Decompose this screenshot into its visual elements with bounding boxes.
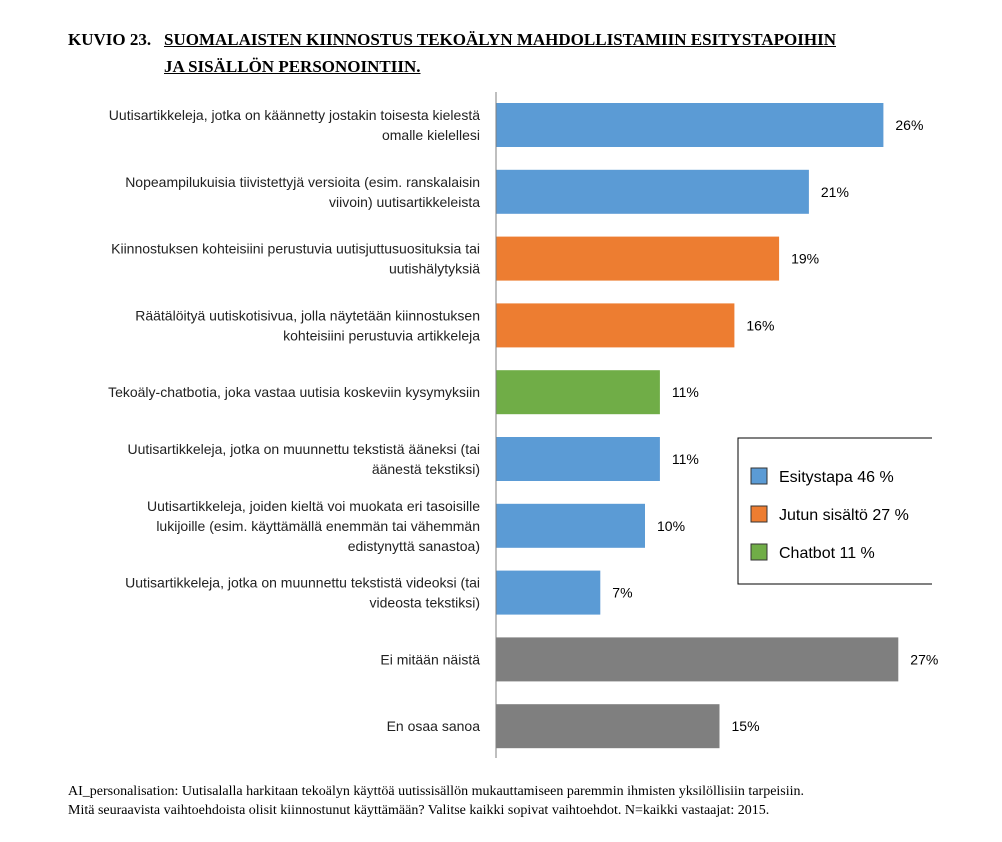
- value-label-5: 11%: [672, 384, 699, 400]
- legend-label-2: Jutun sisältö 27 %: [779, 507, 909, 524]
- value-label-9: 27%: [910, 651, 938, 667]
- figure-number: KUVIO 23.: [68, 30, 152, 49]
- bar-1: [496, 103, 884, 147]
- category-label-7-line-1: Uutisartikkeleja, joiden kieltä voi muok…: [147, 498, 480, 514]
- category-label-1-line-1: Uutisartikkeleja, jotka on käännetty jos…: [109, 107, 480, 123]
- bar-7: [496, 503, 645, 548]
- category-label-7-line-3: edistynyttä sanastoa): [348, 538, 480, 554]
- category-label-8-line-2: videosta tekstiksi): [370, 595, 480, 611]
- category-label-2-line-2: viivoin) uutisartikkeleista: [329, 194, 480, 210]
- category-label-6-line-1: Uutisartikkeleja, jotka on muunnettu tek…: [127, 441, 480, 457]
- bar-4: [496, 303, 735, 348]
- legend-swatch-1: [750, 467, 768, 485]
- footnote-line-1: AI_personalisation: Uutisalalla harkitaa…: [68, 784, 805, 799]
- value-label-8: 7%: [612, 585, 632, 601]
- category-label-10-line-1: En osaa sanoa: [387, 718, 481, 734]
- bar-5: [496, 370, 660, 415]
- category-label-9-line-1: Ei mitään näistä: [380, 651, 480, 667]
- category-label-6-line-2: äänestä tekstiksi): [372, 461, 480, 477]
- figure-title-line-2: JA SISÄLLÖN PERSONOINTIIN.: [164, 57, 421, 76]
- category-label-4-line-1: Räätälöityä uutiskotisivua, jolla näytet…: [135, 307, 480, 323]
- category-label-5-line-1: Tekoäly-chatbotia, joka vastaa uutisia k…: [108, 384, 480, 400]
- legend-label-1: Esitystapa 46 %: [779, 469, 894, 486]
- legend-label-3: Chatbot 11 %: [779, 545, 875, 562]
- category-label-3-line-2: uutishälytyksiä: [389, 261, 480, 277]
- value-label-4: 16%: [746, 317, 774, 333]
- value-label-3: 19%: [791, 251, 819, 267]
- bar-8: [496, 570, 601, 615]
- legend-swatch-2: [750, 505, 768, 523]
- value-label-10: 15%: [732, 718, 760, 734]
- category-label-1-line-2: omalle kielellesi: [382, 127, 480, 143]
- bar-3: [496, 236, 780, 281]
- category-label-2-line-1: Nopeampilukuisia tiivistettyjä versioita…: [125, 174, 480, 190]
- bar-9: [496, 637, 899, 682]
- bar-10: [496, 704, 720, 749]
- category-label-3-line-1: Kiinnostuksen kohteisiini perustuvia uut…: [111, 241, 480, 257]
- legend-swatch-3: [750, 543, 768, 561]
- category-label-7-line-2: lukijoille (esim. käyttämällä enemmän ta…: [156, 518, 480, 534]
- value-label-2: 21%: [821, 184, 849, 200]
- category-label-4-line-2: kohteisiini perustuvia artikkeleja: [283, 327, 480, 343]
- value-label-1: 26%: [895, 117, 923, 133]
- bar-6: [496, 437, 660, 481]
- value-label-6: 11%: [672, 451, 699, 467]
- category-label-8-line-1: Uutisartikkeleja, jotka on muunnettu tek…: [125, 575, 480, 591]
- legend-box: [737, 437, 932, 585]
- footnote-line-2: Mitä seuraavista vaihtoehdoista olisit k…: [68, 803, 770, 818]
- bar-2: [496, 169, 809, 214]
- value-label-7: 10%: [657, 518, 685, 534]
- figure-title-line-1: SUOMALAISTEN KIINNOSTUS TEKOÄLYN MAHDOLL…: [164, 30, 836, 49]
